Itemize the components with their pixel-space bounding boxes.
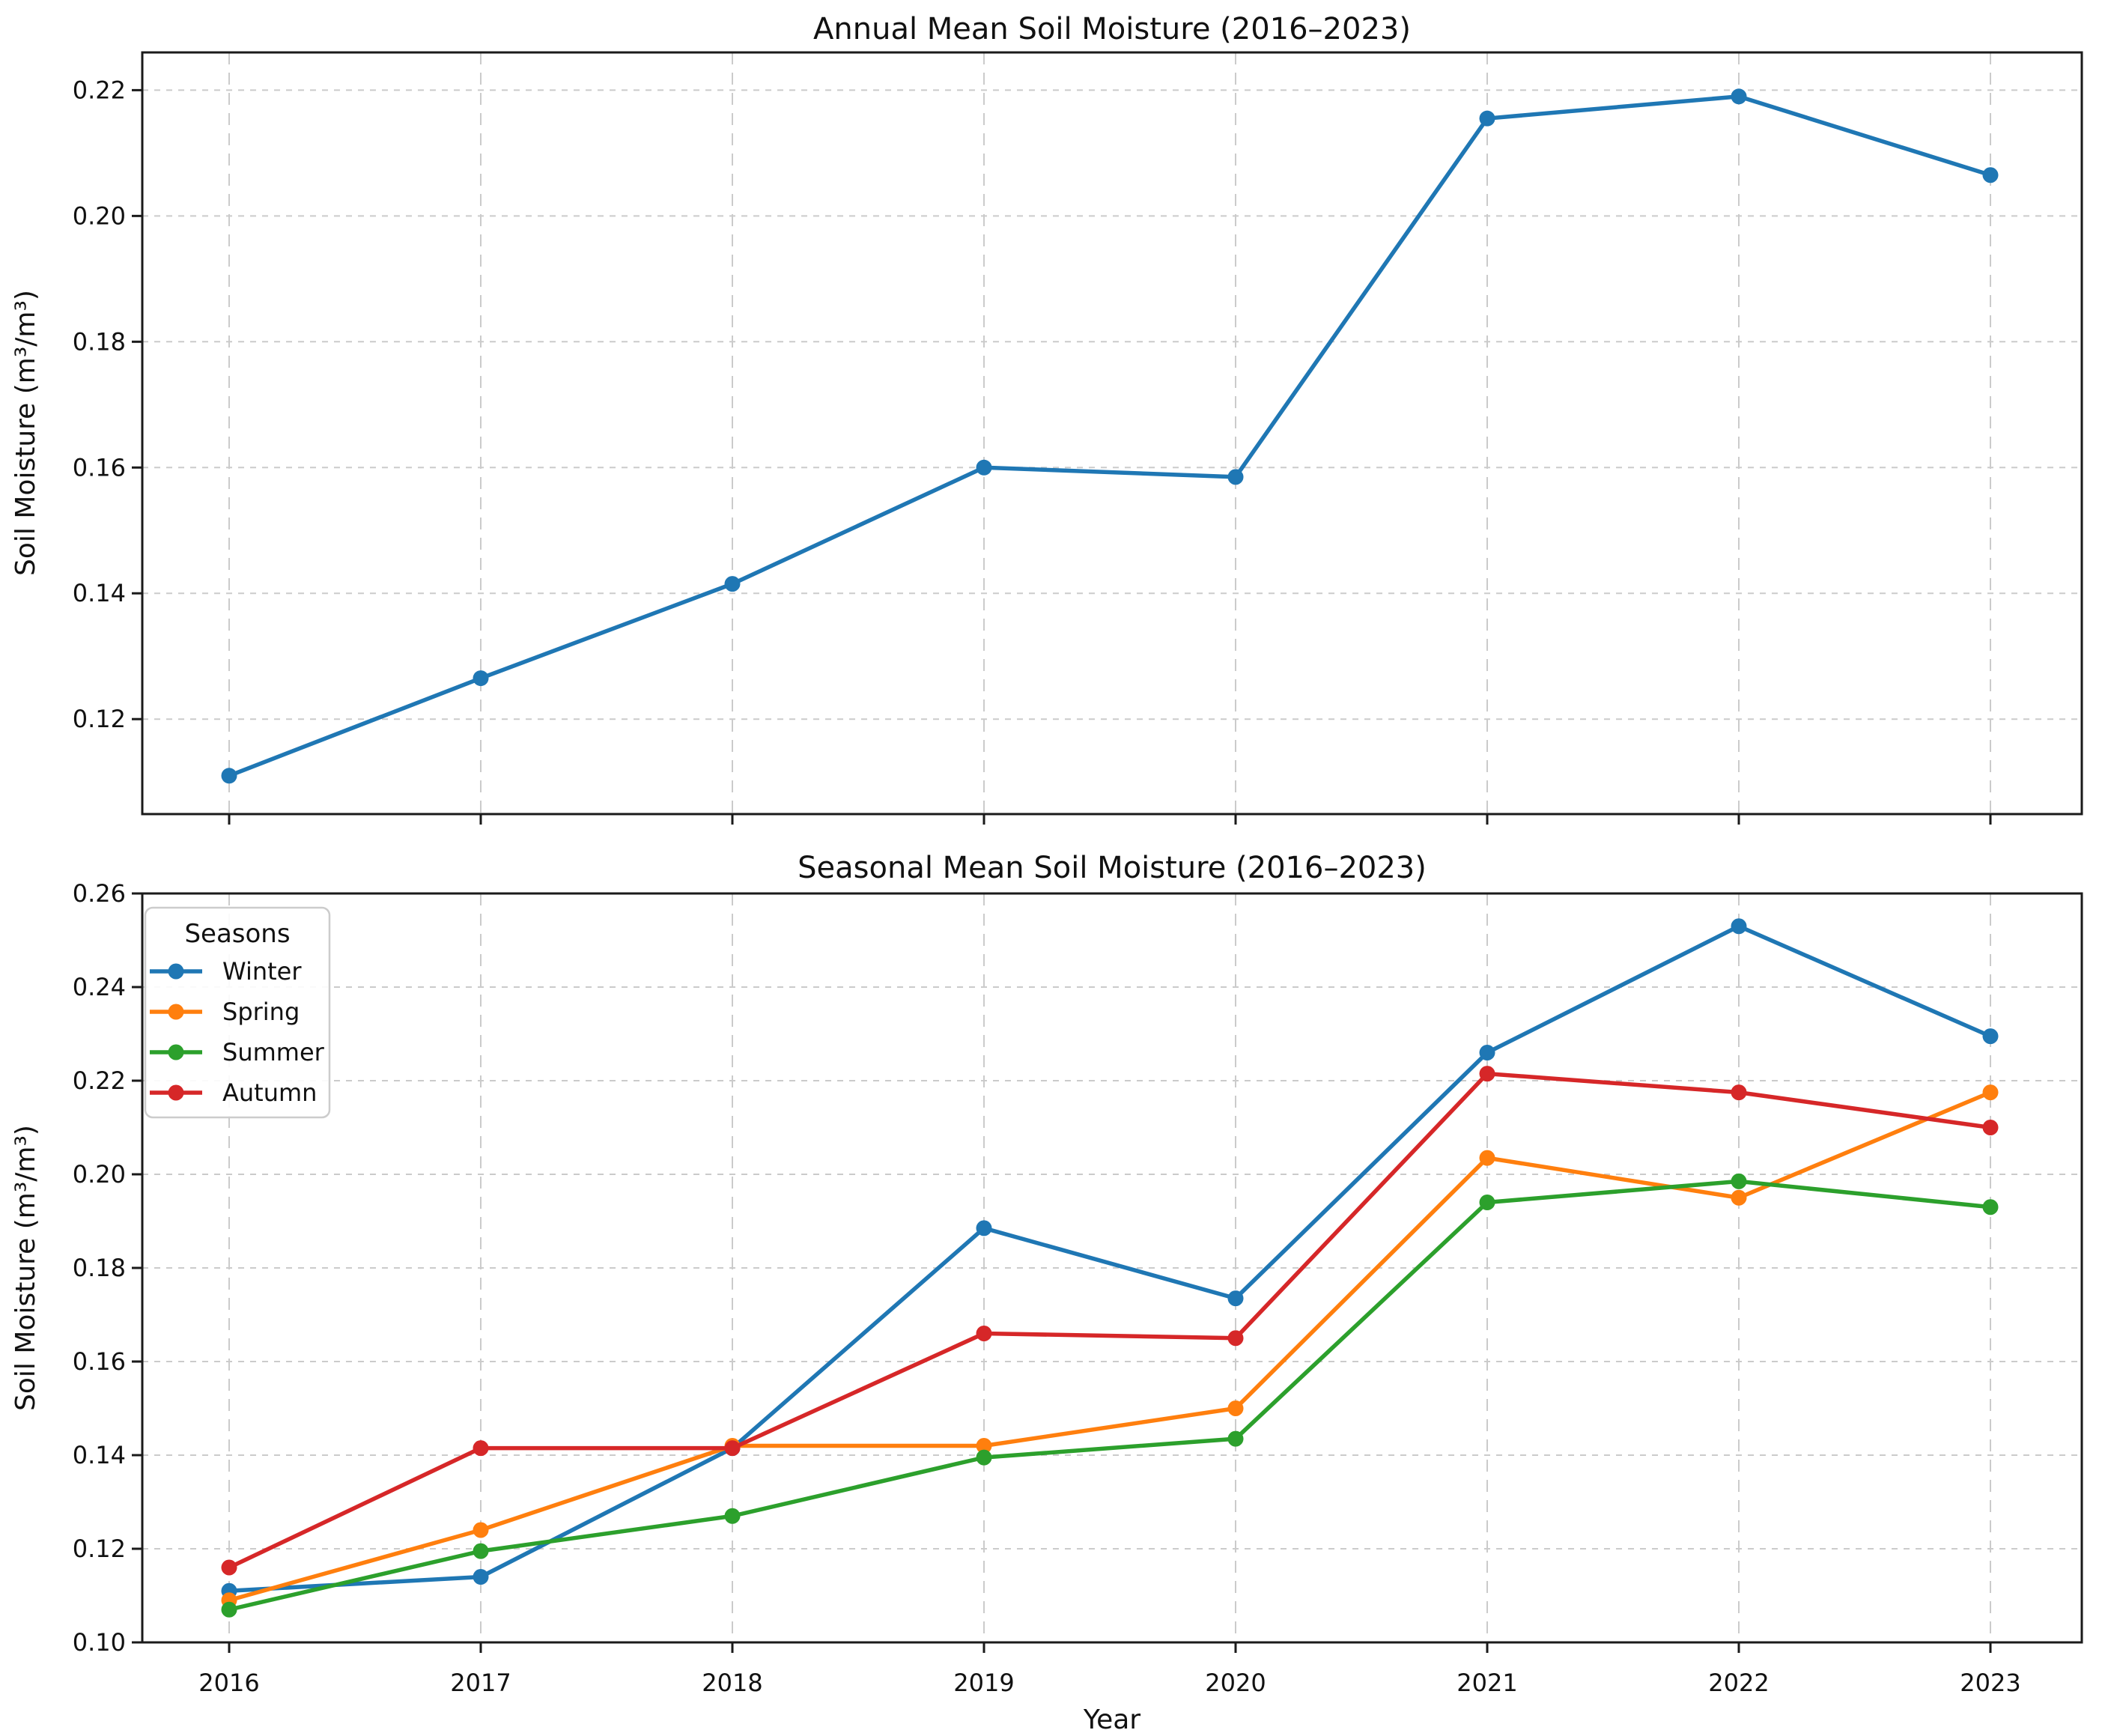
data-point-autumn	[1731, 1084, 1747, 1101]
legend-label-winter: Winter	[222, 957, 302, 986]
legend: Seasons Winter Spring Summer Autumn	[144, 906, 331, 1119]
y-tick-label: 0.10	[73, 1628, 126, 1657]
data-point-winter	[976, 1220, 992, 1236]
seasonal-chart: 2016 2017 2018 2019 2020 2021 2022 2023 0.10 0.12…	[73, 879, 2083, 1697]
legend-title: Seasons	[184, 919, 290, 949]
legend-swatch-marker	[168, 1084, 184, 1101]
data-point-autumn	[1982, 1120, 1999, 1135]
y-tick-label: 0.22	[73, 76, 126, 104]
seasonal-chart-title: Seasonal Mean Soil Moisture (2016–2023)	[798, 851, 1427, 885]
x-axis-label: Year	[1083, 1705, 1140, 1735]
y-tick-label: 0.16	[73, 453, 126, 482]
legend-label-summer: Summer	[222, 1038, 325, 1066]
data-point-autumn	[1479, 1066, 1495, 1082]
data-point-winter	[1227, 1290, 1244, 1307]
x-tick-label: 2021	[1457, 1669, 1517, 1697]
y-tick-label: 0.14	[73, 1441, 126, 1469]
legend-swatch-marker	[168, 1004, 184, 1020]
legend-swatch-marker	[168, 1044, 184, 1060]
x-tick-label: 2016	[198, 1669, 259, 1697]
data-point-annual	[473, 670, 489, 687]
series-line-autumn	[227, 1071, 1993, 1570]
data-point-spring	[976, 1438, 992, 1454]
data-point-autumn	[1227, 1330, 1244, 1347]
data-point-summer	[1731, 1173, 1747, 1189]
data-point-summer	[1479, 1195, 1495, 1210]
data-point-spring	[1479, 1150, 1495, 1166]
data-point-annual	[724, 576, 741, 592]
data-point-annual	[1227, 469, 1244, 485]
legend-label-spring: Spring	[222, 998, 300, 1026]
data-point-summer	[473, 1543, 489, 1559]
data-point-autumn	[976, 1326, 992, 1341]
y-tick-label: 0.14	[73, 579, 126, 607]
y-tick-label: 0.18	[73, 327, 126, 356]
x-tick-label: 2022	[1708, 1669, 1769, 1697]
y-tick-label: 0.20	[73, 1160, 126, 1189]
x-tick-label: 2023	[1960, 1669, 2020, 1697]
data-point-annual	[1731, 88, 1747, 105]
gridlines	[142, 893, 2082, 1643]
data-point-summer	[1982, 1199, 1999, 1215]
y-tick-label: 0.18	[73, 1254, 126, 1282]
data-point-annual	[1982, 167, 1999, 183]
data-point-winter	[473, 1569, 489, 1585]
data-point-spring	[473, 1522, 489, 1538]
legend-label-autumn: Autumn	[222, 1078, 317, 1107]
data-point-winter	[1982, 1028, 1999, 1045]
x-tick-label: 2020	[1205, 1669, 1266, 1697]
y-tick-label: 0.20	[73, 201, 126, 230]
data-point-autumn	[473, 1440, 489, 1457]
data-point-autumn	[221, 1559, 237, 1576]
gridlines	[142, 52, 2082, 814]
data-point-spring	[1227, 1400, 1244, 1416]
y-tick-label: 0.24	[73, 973, 126, 1001]
annual-chart-title: Annual Mean Soil Moisture (2016–2023)	[813, 12, 1411, 46]
annual-y-axis-label: Soil Moisture (m³/m³)	[10, 290, 41, 576]
data-point-autumn	[724, 1440, 741, 1457]
legend-swatch-marker	[168, 963, 184, 980]
y-tick-label: 0.12	[73, 705, 126, 733]
data-point-summer	[724, 1508, 741, 1524]
data-point-annual	[221, 768, 237, 784]
data-point-annual	[1479, 110, 1495, 127]
data-point-spring	[1982, 1084, 1999, 1101]
data-point-summer	[976, 1449, 992, 1466]
y-tick-label: 0.12	[73, 1535, 126, 1563]
series-line-summer	[227, 1179, 1993, 1612]
series-line-spring	[227, 1090, 1993, 1603]
data-point-winter	[1479, 1045, 1495, 1060]
y-tick-label: 0.16	[73, 1347, 126, 1376]
data-point-summer	[221, 1601, 237, 1618]
plot-border	[141, 51, 2083, 816]
x-tick-label: 2018	[702, 1669, 762, 1697]
series-line-annual	[227, 94, 1993, 778]
x-tick-label: 2017	[450, 1669, 511, 1697]
annual-chart: 0.12 0.14 0.16 0.18 0.20 0.22	[73, 51, 2083, 825]
legend-box	[144, 906, 331, 1119]
data-point-winter	[1731, 918, 1747, 935]
data-point-annual	[976, 459, 992, 476]
data-point-summer	[1227, 1430, 1244, 1447]
series-line-winter	[227, 924, 1993, 1593]
seasonal-y-axis-label: Soil Moisture (m³/m³)	[10, 1125, 41, 1411]
y-tick-label: 0.22	[73, 1066, 126, 1095]
x-tick-label: 2019	[953, 1669, 1014, 1697]
y-tick-label: 0.26	[73, 879, 126, 908]
data-point-spring	[1731, 1189, 1747, 1206]
